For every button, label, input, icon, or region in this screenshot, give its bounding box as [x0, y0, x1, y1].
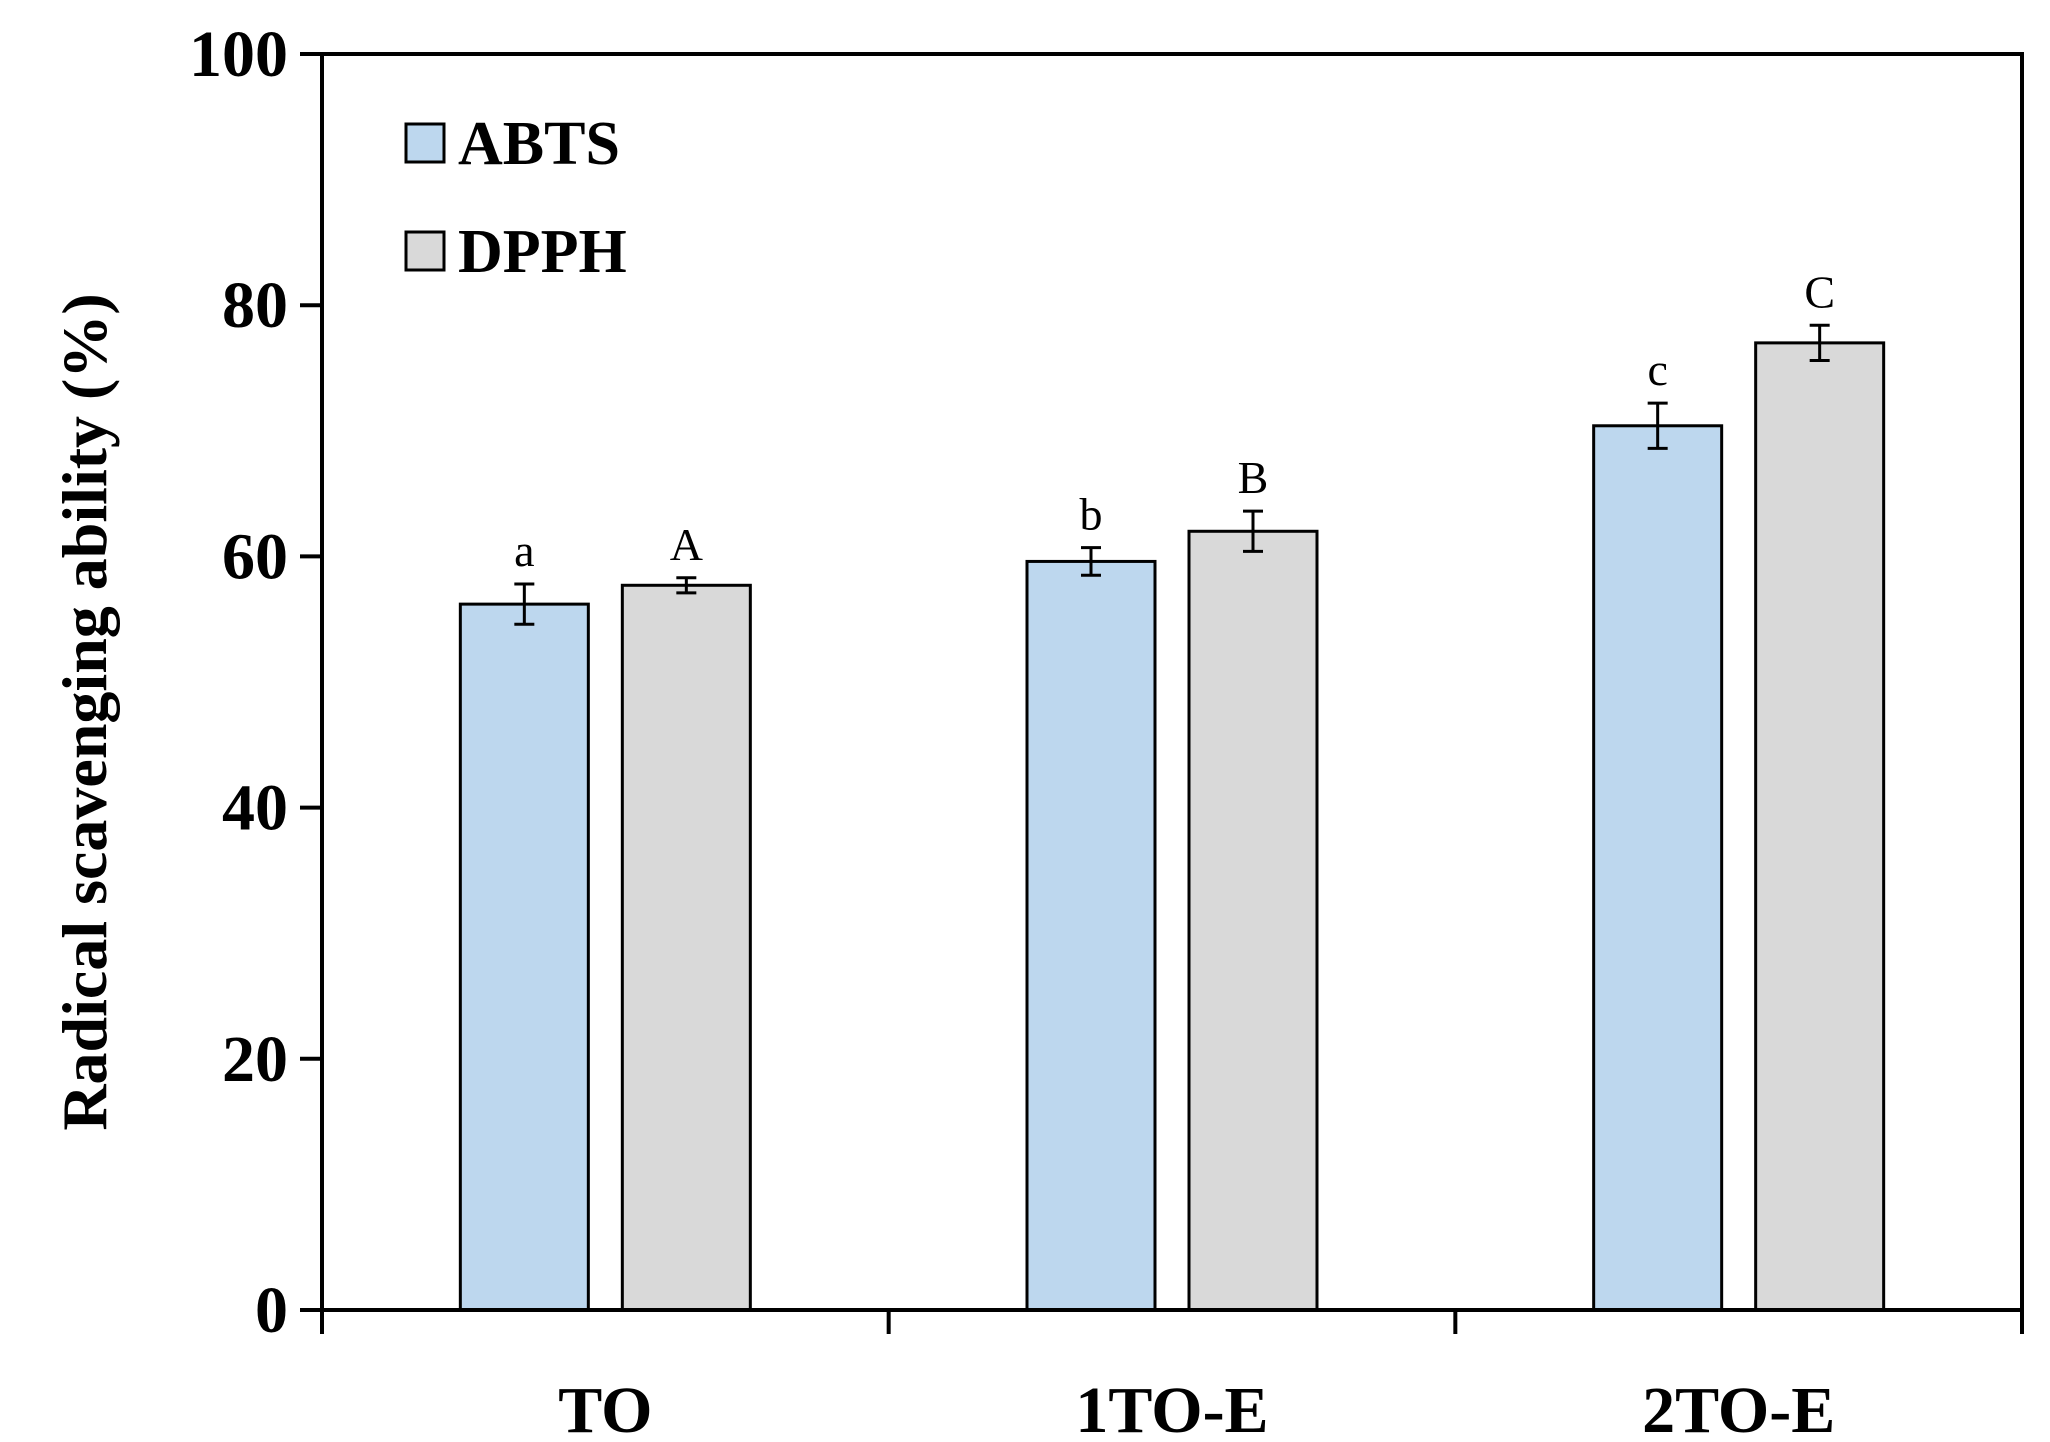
axes: TO 1TO-E 2TO-E 0 20 40 60 80 100 — [189, 18, 2024, 1442]
significance-label: c — [1647, 344, 1667, 395]
bar-dpph-1to-e — [1187, 529, 1319, 1312]
bar-abts-2to-e — [1592, 424, 1724, 1312]
x-tick-label: 1TO-E — [1075, 1374, 1268, 1442]
significance-label: a — [514, 525, 534, 576]
y-tick-label: 60 — [222, 520, 288, 593]
y-axis-title: Radical scavenging ability (%) — [49, 293, 120, 1130]
y-tick-label: 0 — [255, 1274, 288, 1347]
x-tick-label: 2TO-E — [1642, 1374, 1835, 1442]
plot-area: a Ab Bc C — [458, 266, 1886, 1312]
plot-frame — [320, 52, 2024, 1312]
error-bar — [1243, 509, 1263, 553]
legend-swatch-abts — [404, 122, 446, 164]
significance-label: B — [1238, 452, 1269, 503]
legend-label-dpph: DPPH — [458, 218, 627, 286]
error-bar — [1809, 323, 1830, 362]
legend: ABTS DPPH — [404, 110, 627, 286]
bar-abts-to — [458, 602, 590, 1312]
bar-dpph-2to-e — [1754, 341, 1886, 1312]
legend-swatch-dpph — [404, 230, 446, 272]
error-bar — [676, 576, 697, 595]
significance-label: C — [1804, 266, 1835, 317]
bar-dpph-to — [620, 583, 752, 1312]
significance-label: b — [1080, 489, 1103, 540]
error-bar — [1081, 546, 1101, 577]
bar-abts-1to-e — [1025, 559, 1157, 1312]
y-tick-label: 20 — [222, 1023, 288, 1096]
error-bar — [1647, 401, 1668, 450]
y-tick-label: 100 — [189, 18, 288, 91]
y-tick-label: 80 — [222, 269, 288, 342]
legend-label-abts: ABTS — [458, 110, 620, 178]
y-tick-label: 40 — [222, 772, 288, 845]
error-bar — [514, 582, 535, 626]
x-tick-label: TO — [558, 1374, 652, 1442]
significance-label: A — [670, 519, 703, 570]
